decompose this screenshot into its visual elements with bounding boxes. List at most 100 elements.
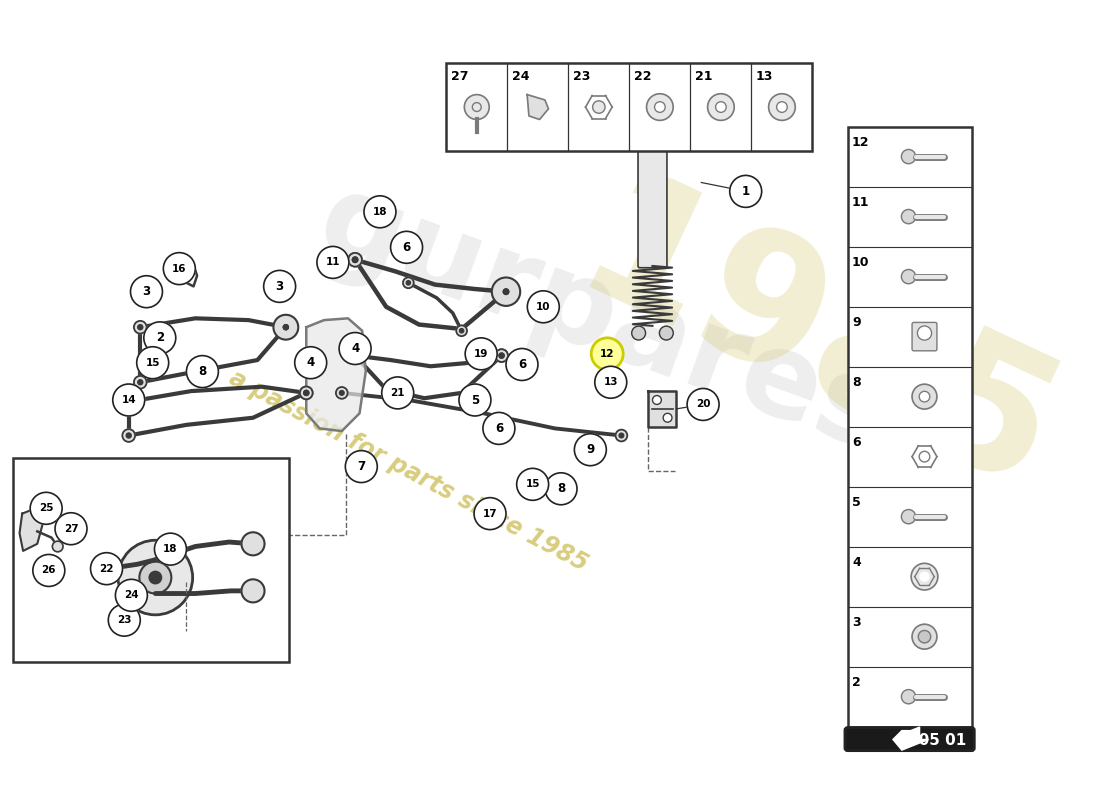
Circle shape [499,353,504,358]
Text: 22: 22 [634,70,651,82]
Circle shape [574,434,606,466]
Text: 6: 6 [852,436,860,449]
Circle shape [242,579,264,602]
Circle shape [382,377,414,409]
Polygon shape [527,94,549,119]
Circle shape [659,326,673,340]
Circle shape [499,353,504,358]
Text: 1985: 1985 [552,161,1081,533]
Circle shape [108,604,141,636]
Circle shape [126,399,131,404]
Text: 12: 12 [600,349,615,359]
Circle shape [90,553,122,585]
FancyBboxPatch shape [912,322,937,351]
Circle shape [460,390,481,410]
Circle shape [504,289,508,294]
Circle shape [116,579,147,611]
Text: 8: 8 [852,376,860,389]
FancyBboxPatch shape [638,132,667,268]
Circle shape [499,285,513,298]
Text: 13: 13 [756,70,773,82]
Circle shape [134,321,146,334]
Circle shape [349,253,362,266]
Text: 27: 27 [64,524,78,534]
Text: 3: 3 [142,285,151,298]
Circle shape [349,253,362,266]
Circle shape [53,541,63,552]
Circle shape [163,253,196,285]
Circle shape [304,390,309,395]
Circle shape [295,346,327,378]
Polygon shape [893,727,928,750]
Text: 18: 18 [163,544,178,554]
Circle shape [495,350,508,362]
Circle shape [504,289,508,294]
Circle shape [707,94,734,120]
Circle shape [631,326,646,340]
Text: 3: 3 [852,616,860,629]
Circle shape [492,278,520,306]
Circle shape [901,510,915,524]
Text: 3: 3 [276,280,284,293]
FancyBboxPatch shape [845,727,975,750]
Circle shape [641,96,664,119]
Text: 25: 25 [39,503,54,514]
Text: 2: 2 [852,676,861,689]
Circle shape [336,387,348,398]
Circle shape [688,389,719,421]
Circle shape [30,492,62,524]
Text: 5: 5 [471,394,480,406]
Circle shape [353,353,358,358]
Circle shape [769,94,795,120]
Circle shape [920,572,928,581]
Circle shape [154,533,186,565]
Text: 7: 7 [358,460,365,473]
Text: 9: 9 [852,316,860,329]
Circle shape [456,326,468,336]
Text: 20: 20 [696,399,711,410]
Text: 505 01: 505 01 [908,733,966,748]
Circle shape [112,384,145,416]
Text: 11: 11 [852,195,869,209]
Text: 8: 8 [198,365,207,378]
Circle shape [349,350,362,362]
Bar [447,62,813,151]
Circle shape [716,102,726,112]
Circle shape [122,429,135,442]
Text: 13: 13 [604,378,618,387]
Text: 10: 10 [852,256,869,269]
Circle shape [279,321,293,334]
Circle shape [495,350,508,362]
Circle shape [912,384,937,409]
Circle shape [729,175,761,207]
Circle shape [595,366,627,398]
Circle shape [33,554,65,586]
Text: 6: 6 [518,358,526,371]
Text: a passion for parts since 1985: a passion for parts since 1985 [224,366,592,576]
Circle shape [616,430,627,442]
Circle shape [499,285,513,298]
Circle shape [364,196,396,228]
Circle shape [138,380,143,385]
Circle shape [274,314,298,340]
Text: 23: 23 [117,615,132,625]
Circle shape [353,353,358,358]
Circle shape [300,386,312,399]
Circle shape [506,349,538,381]
Text: 5: 5 [852,496,861,509]
Circle shape [918,630,931,643]
Circle shape [459,384,491,416]
Circle shape [242,532,264,555]
Text: 18: 18 [373,207,387,217]
Bar [848,126,971,726]
Text: 19: 19 [474,349,488,359]
Circle shape [352,257,358,262]
Circle shape [647,94,673,120]
Circle shape [465,338,497,370]
Text: 11: 11 [326,258,340,267]
Circle shape [406,281,410,285]
Circle shape [284,325,288,330]
Circle shape [134,376,146,389]
Circle shape [345,450,377,482]
Text: 8: 8 [557,482,565,495]
